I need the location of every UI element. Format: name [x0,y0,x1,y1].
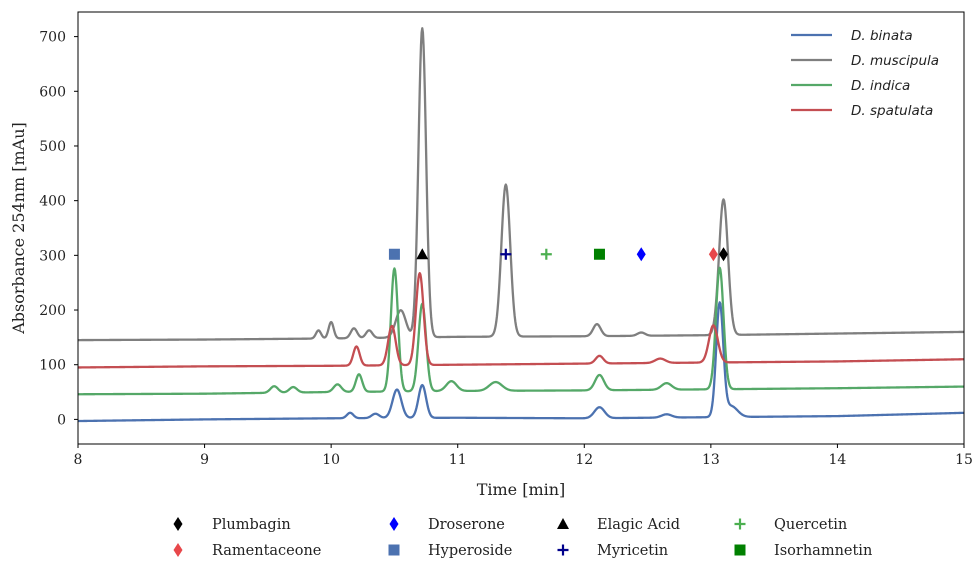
series-line-d-indica [77,266,965,396]
y-axis-ticks: 0 100 200 300 400 500 600 700 [39,30,78,428]
x-tick-label: 15 [955,452,973,468]
x-tick-label: 8 [74,452,83,468]
legend-marker-label-droserone: Droserone [428,517,505,533]
legend-label-d-spatulata: D. spatulata [851,103,933,119]
series-line-d-muscipula [77,27,965,342]
legend-marker-label-quercetin: Quercetin [774,517,847,533]
legend-marker-elagic-acid [557,518,569,529]
legend-marker-isorhamnetin [734,544,746,556]
marker-plumbagin [719,247,729,262]
legend-marker-ramentaceone [173,543,183,557]
marker-myricetin [500,248,512,260]
marker-droserone [636,247,646,262]
y-axis-label: Absorbance 254nm [mAu] [9,122,28,335]
legend-marker-plumbagin [173,517,183,531]
marker-quercetin [540,248,552,260]
legend-label-d-indica: D. indica [851,78,910,94]
y-tick-label: 700 [39,30,66,46]
x-tick-label: 12 [575,452,593,468]
plot-area [77,27,965,423]
x-tick-label: 9 [200,452,209,468]
x-axis-ticks: 8 9 10 11 12 13 14 15 [74,444,973,468]
marker-elagic-acid [416,248,429,260]
y-tick-label: 300 [39,248,66,264]
x-tick-label: 13 [702,452,720,468]
legend-label-d-binata: D. binata [851,28,913,44]
plot-frame [77,11,965,445]
y-tick-label: 100 [39,358,66,374]
x-tick-label: 14 [829,452,847,468]
y-tick-label: 600 [39,84,66,100]
legend-marker-myricetin [557,544,569,556]
legend-marker-label-myricetin: Myricetin [597,543,668,559]
legend-marker-label-elagic-acid: Elagic Acid [597,517,680,533]
legend-marker-label-hyperoside: Hyperoside [428,543,512,559]
series-line-d-spatulata [77,272,965,369]
y-tick-label: 400 [39,194,66,210]
y-tick-label: 200 [39,303,66,319]
marker-hyperoside [388,248,400,260]
marker-isorhamnetin [593,248,605,260]
x-tick-label: 11 [449,452,467,468]
x-axis-label: Time [min] [477,480,566,499]
legend-marker-label-isorhamnetin: Isorhamnetin [774,543,872,559]
marker-legend: Plumbagin Ramentaceone Droserone Hyperoside… [173,517,872,559]
series-legend: D. binata D. muscipula D. indica D. spatula… [791,28,939,119]
legend-marker-quercetin [734,518,746,530]
legend-marker-label-ramentaceone: Ramentaceone [212,543,321,559]
y-tick-label: 0 [57,412,66,428]
legend-marker-hyperoside [388,544,400,556]
y-tick-label: 500 [39,139,66,155]
marker-ramentaceone [708,247,718,262]
x-tick-label: 10 [322,452,340,468]
legend-marker-droserone [389,517,399,531]
series-line-d-binata [77,301,965,423]
legend-label-d-muscipula: D. muscipula [851,53,939,69]
legend-marker-label-plumbagin: Plumbagin [212,517,291,533]
